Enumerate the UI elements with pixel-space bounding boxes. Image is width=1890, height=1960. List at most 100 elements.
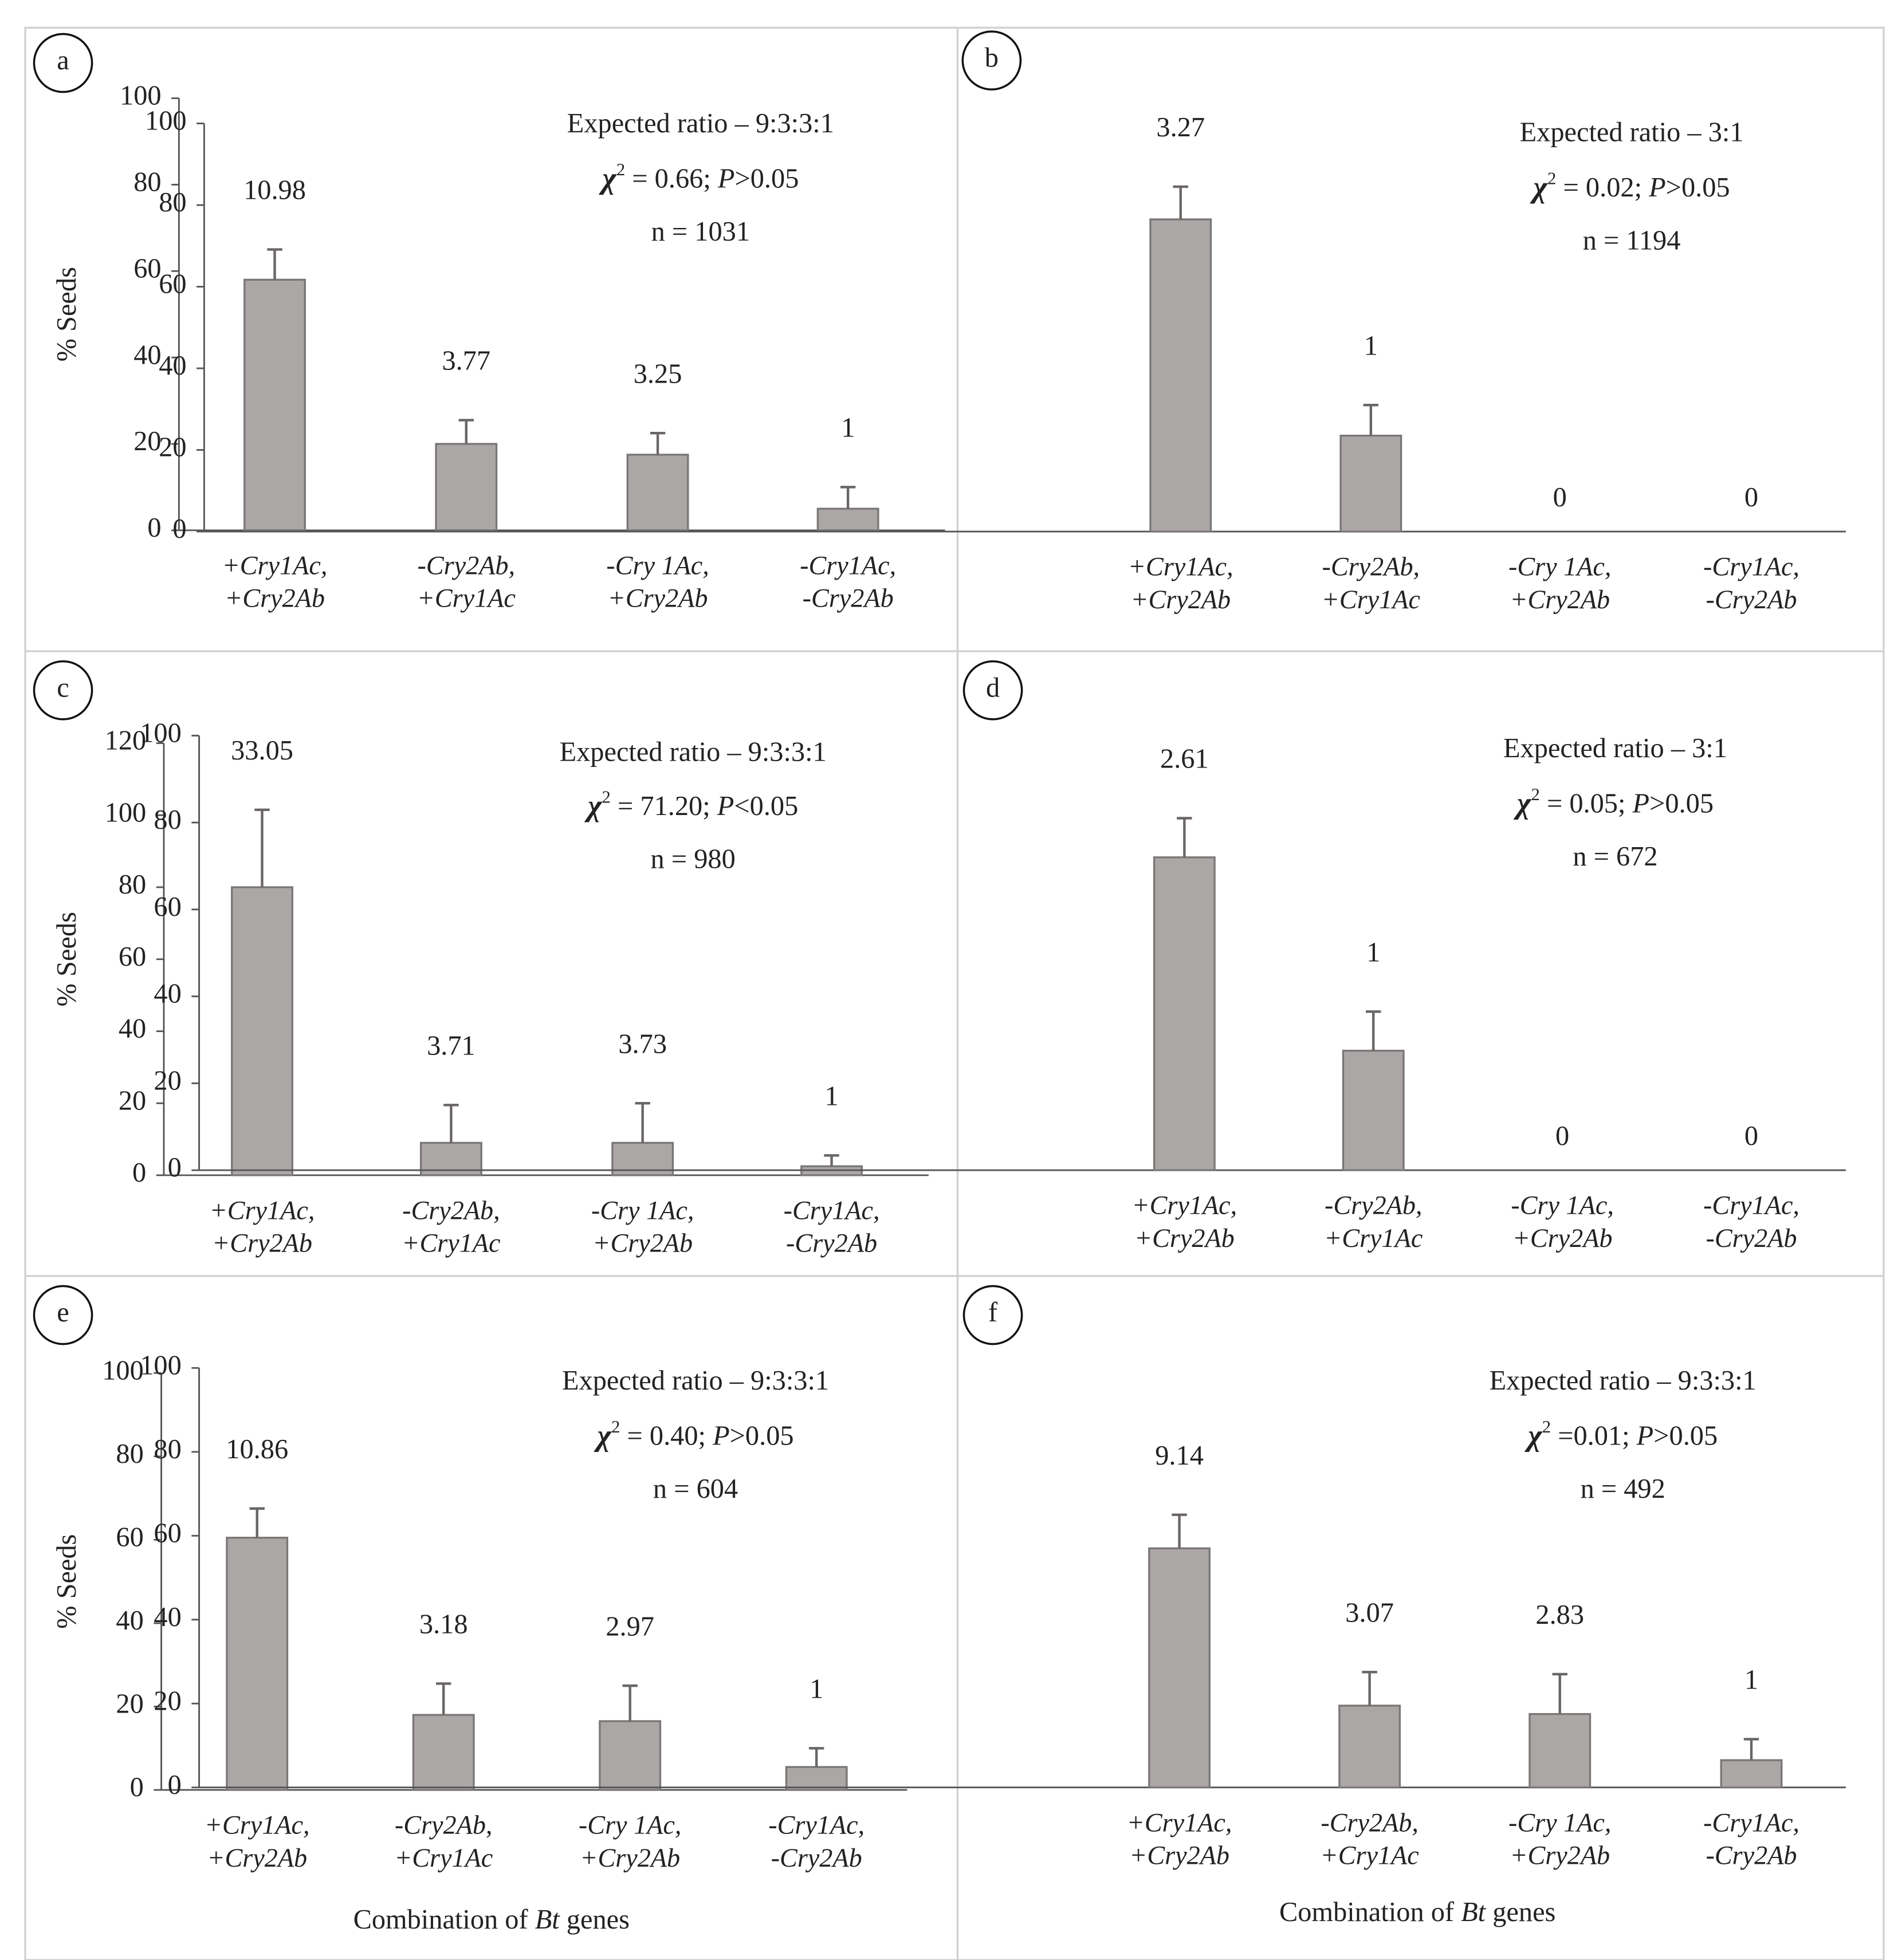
x-tick-label: -Cry1Ac,	[784, 1195, 880, 1225]
x-axis-label: Combination of Bt genes	[1279, 1897, 1555, 1927]
ratio-label: 2.61	[1160, 744, 1209, 774]
ratio-label: 0	[1744, 482, 1758, 513]
x-tick-label: -Cry2Ab,	[418, 550, 516, 580]
annotation: Expected ratio – 9:3:3:1	[567, 108, 834, 139]
y-tick-label: 80	[154, 1434, 181, 1465]
annotation-part: = 0.02;	[1556, 172, 1649, 203]
panel-label: a	[57, 45, 69, 76]
x-tick-label: -Cry1Ac,	[800, 550, 896, 580]
bar	[626, 454, 689, 532]
x-tick-label: -Cry2Ab,	[1322, 552, 1420, 581]
x-tick-label: +Cry2Ab	[1512, 1223, 1613, 1253]
panel-label: b	[985, 43, 999, 73]
bar	[785, 1766, 848, 1791]
annotation: Expected ratio – 3:1	[1520, 117, 1744, 147]
x-axis-label-part: Combination of	[353, 1904, 535, 1935]
y-tick-label: 0	[168, 1152, 182, 1183]
annotation-part: 2	[1542, 1417, 1551, 1436]
x-tick-label: -Cry2Ab,	[1325, 1191, 1423, 1220]
bar	[1148, 1547, 1211, 1789]
x-tick-label: +Cry2Ab	[580, 1843, 680, 1872]
annotation-part: = 71.20;	[611, 791, 717, 821]
annotation-part: P	[717, 791, 734, 821]
panel-label: c	[57, 672, 69, 703]
annotation-part: χ	[593, 1419, 612, 1453]
bar	[226, 1537, 289, 1791]
y-tick-label: 100	[120, 81, 162, 111]
ratio-label: 2.97	[606, 1611, 654, 1642]
annotation-part: = 0.66;	[625, 164, 718, 194]
ratio-label: 0	[1555, 1121, 1569, 1151]
x-tick-label: +Cry2Ab	[1134, 1223, 1235, 1253]
y-axis-label: % Seeds	[52, 267, 82, 361]
y-tick-label: 100	[105, 797, 147, 828]
x-tick-label: +Cry1Ac,	[210, 1195, 315, 1225]
x-tick-label: -Cry1Ac,	[768, 1811, 865, 1840]
x-tick-label: +Cry1Ac,	[222, 550, 328, 580]
x-tick-label: -Cry1Ac,	[1703, 1191, 1799, 1220]
y-tick-label: 60	[133, 253, 161, 284]
y-tick-label: 80	[116, 1439, 143, 1469]
x-tick-label: -Cry 1Ac,	[579, 1811, 682, 1840]
y-tick-label: 40	[133, 340, 161, 370]
y-tick-label: 100	[140, 1350, 182, 1380]
x-tick-label: +Cry1Ac,	[1128, 552, 1233, 581]
annotation-part: >0.05	[1666, 172, 1730, 203]
annotation-part: >0.05	[734, 164, 799, 194]
x-tick-label: +Cry2Ab	[1130, 585, 1231, 614]
y-tick-label: 20	[133, 426, 161, 456]
y-tick-label: 120	[105, 726, 147, 756]
bar	[599, 1720, 662, 1791]
y-tick-label: 20	[159, 432, 186, 463]
x-tick-label: +Cry2Ab	[608, 584, 708, 613]
panel-circle	[961, 30, 1022, 90]
y-tick-label: 40	[116, 1605, 143, 1636]
ratio-label: 10.98	[243, 175, 306, 206]
annotation: χ2 = 0.05; P>0.05	[1513, 785, 1714, 820]
annotation-part: P	[1648, 172, 1666, 203]
x-tick-label: +Cry2Ab	[207, 1843, 307, 1872]
ratio-label: 9.14	[1155, 1441, 1204, 1471]
annotation-part: 2	[602, 787, 611, 806]
bar	[1342, 1049, 1405, 1171]
x-tick-label: -Cry1Ac,	[1703, 1808, 1799, 1837]
y-tick-label: 80	[119, 869, 146, 900]
annotation-part: 2	[1547, 169, 1556, 188]
x-axis-label-part: Bt	[1461, 1897, 1487, 1927]
x-tick-label: -Cry2Ab,	[1321, 1808, 1419, 1837]
y-tick-label: 20	[154, 1065, 181, 1096]
x-tick-label: -Cry1Ac,	[1703, 552, 1799, 581]
annotation-part: >0.05	[1653, 1421, 1718, 1451]
ratio-label: 1	[841, 413, 855, 443]
y-tick-label: 60	[154, 892, 181, 922]
y-tick-label: 80	[133, 167, 161, 198]
annotation: n = 980	[651, 844, 736, 874]
x-tick-label: -Cry 1Ac,	[606, 550, 709, 580]
x-tick-label: -Cry2Ab	[771, 1843, 862, 1872]
x-axis-label-part: Bt	[535, 1904, 561, 1935]
x-tick-label: +Cry2Ab	[225, 584, 325, 613]
annotation: χ2 =0.01; P>0.05	[1524, 1417, 1718, 1453]
y-tick-label: 80	[154, 805, 181, 835]
x-tick-label: +Cry1Ac	[417, 584, 516, 613]
x-tick-label: -Cry2Ab	[786, 1229, 877, 1258]
panel-circle	[33, 660, 93, 721]
annotation: n = 1031	[651, 217, 750, 247]
panel-circle	[962, 660, 1023, 721]
panel-label: e	[57, 1297, 69, 1328]
y-tick-label: 20	[119, 1085, 146, 1116]
x-tick-label: -Cry2Ab	[803, 584, 894, 613]
x-tick-label: +Cry2Ab	[1510, 1840, 1610, 1870]
annotation: Expected ratio – 9:3:3:1	[560, 737, 827, 767]
x-tick-label: -Cry 1Ac,	[591, 1195, 694, 1225]
ratio-label: 33.05	[231, 735, 293, 766]
x-tick-label: -Cry2Ab	[1706, 1223, 1797, 1253]
ratio-label: 1	[1744, 1665, 1758, 1695]
x-tick-label: +Cry2Ab	[1510, 585, 1610, 614]
bar	[435, 443, 498, 532]
bar	[1339, 434, 1402, 533]
ratio-label: 3.07	[1345, 1597, 1394, 1628]
y-tick-label: 60	[116, 1522, 143, 1552]
x-tick-label: -Cry 1Ac,	[1511, 1191, 1614, 1220]
